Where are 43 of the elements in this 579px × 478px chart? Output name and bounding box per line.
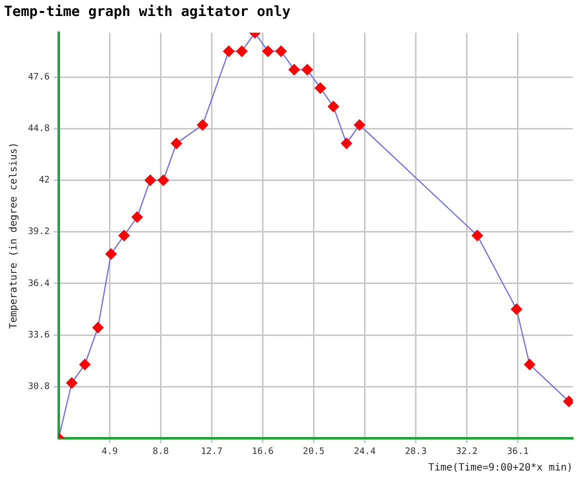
- point: [563, 396, 573, 407]
- point: [92, 322, 104, 334]
- point: [354, 119, 366, 131]
- y-tick-label: 44.8: [28, 124, 50, 134]
- point: [170, 138, 182, 149]
- x-tick-label: 32.2: [456, 446, 478, 457]
- y-tick-label: 33.6: [28, 330, 50, 340]
- point: [236, 46, 248, 57]
- x-tick-label: 8.8: [152, 446, 169, 457]
- point: [340, 138, 352, 149]
- point: [328, 100, 339, 112]
- x-axis-title: Time(Time=9:00+20*x min): [428, 462, 573, 474]
- x-tick-label: 4.9: [102, 446, 118, 457]
- point: [66, 377, 78, 389]
- y-tick-label: 39.2: [28, 227, 50, 238]
- y-tick-label: 36.4: [28, 278, 50, 289]
- y-tick-label: 42: [38, 176, 50, 186]
- point: [118, 230, 130, 242]
- x-tick-label: 36.1: [507, 446, 529, 457]
- y-axis-title: Temperature (in degree celsius): [8, 142, 20, 329]
- x-tick-label: 16.6: [252, 446, 274, 457]
- point: [510, 304, 522, 315]
- point: [105, 248, 117, 260]
- point: [314, 82, 326, 94]
- point: [288, 64, 300, 76]
- point: [158, 174, 169, 186]
- x-tick-label: 12.7: [200, 446, 223, 457]
- chart-title: Temp-time graph with agitator only: [4, 4, 292, 20]
- point: [196, 119, 208, 131]
- point: [132, 211, 143, 223]
- point: [144, 174, 156, 186]
- point: [275, 46, 287, 57]
- y-tick-label: 30.8: [28, 382, 50, 392]
- point: [79, 358, 90, 370]
- x-tick-label: 28.3: [404, 446, 427, 457]
- point: [524, 358, 536, 370]
- x-tick-label: 24.4: [354, 446, 376, 457]
- point: [472, 230, 483, 242]
- point: [262, 46, 274, 57]
- point: [302, 64, 313, 76]
- y-tick-label: 47.6: [28, 72, 50, 82]
- x-tick-label: 20.5: [302, 446, 325, 457]
- point: [223, 46, 234, 57]
